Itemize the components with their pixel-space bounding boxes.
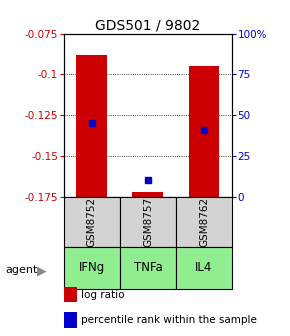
Bar: [133, 192, 163, 197]
Text: IFNg: IFNg: [79, 261, 105, 275]
Bar: [120, 247, 176, 289]
Text: ▶: ▶: [37, 264, 47, 277]
Bar: [176, 197, 232, 247]
Text: GSM8752: GSM8752: [87, 197, 97, 247]
Title: GDS501 / 9802: GDS501 / 9802: [95, 18, 200, 33]
Text: GSM8762: GSM8762: [199, 197, 209, 247]
Text: IL4: IL4: [195, 261, 213, 275]
Bar: [188, 66, 219, 197]
Bar: [76, 55, 107, 197]
Bar: [64, 247, 120, 289]
Bar: [176, 247, 232, 289]
Text: log ratio: log ratio: [81, 290, 125, 300]
Bar: [64, 197, 120, 247]
Text: percentile rank within the sample: percentile rank within the sample: [81, 315, 257, 325]
Text: GSM8757: GSM8757: [143, 197, 153, 247]
Text: TNFa: TNFa: [133, 261, 162, 275]
Text: agent: agent: [6, 265, 38, 276]
Bar: [120, 197, 176, 247]
